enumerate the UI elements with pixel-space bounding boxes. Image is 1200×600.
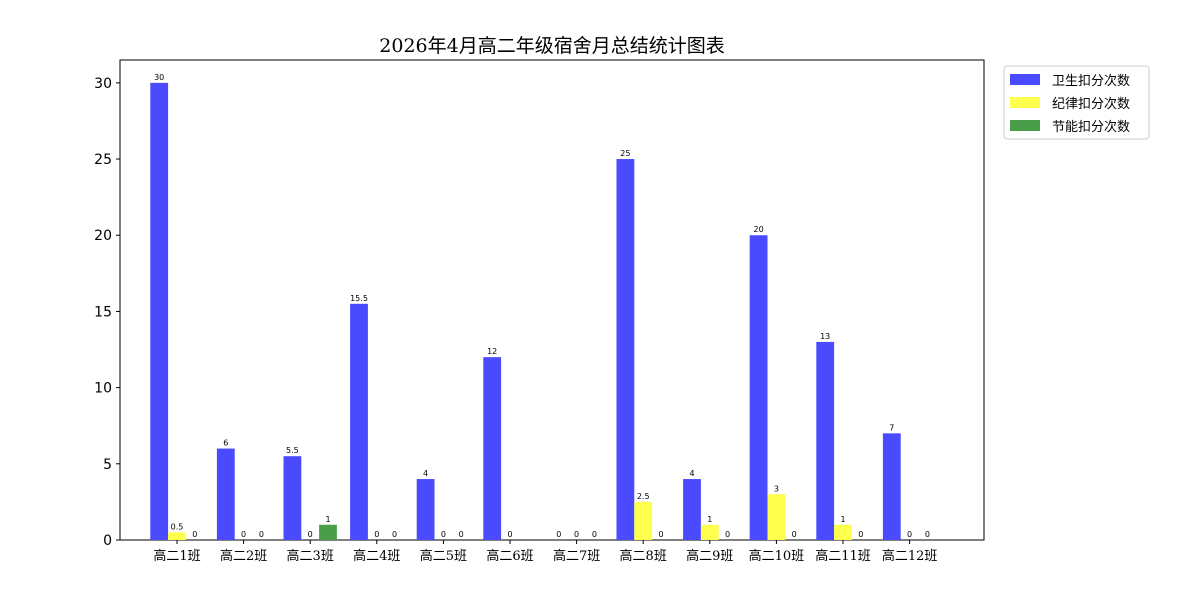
x-tick-label: 高二9班 [686,548,733,564]
bar-value-label: 5.5 [286,446,299,455]
bar-value-label: 0 [907,530,912,539]
y-tick-label: 5 [103,457,112,473]
bar-value-label: 7 [889,423,894,432]
y-tick-label: 30 [94,76,112,92]
x-tick-label: 高二12班 [882,548,938,564]
y-tick-label: 25 [94,152,112,168]
bar-value-label: 0 [858,530,863,539]
plot-frame [119,59,985,541]
bar-value-label: 4 [689,469,694,478]
bar [350,303,368,540]
x-tick-label: 高二10班 [749,548,805,564]
y-tick-label: 0 [103,533,112,549]
legend-swatch [1010,74,1040,85]
x-tick-label: 高二2班 [220,548,267,564]
bar-value-label: 12 [487,347,497,356]
bar [150,82,169,540]
bar-value-label: 0 [192,530,197,539]
bar-value-label: 6 [223,439,228,448]
bar [700,524,719,540]
legend-label: 节能扣分次数 [1052,119,1130,135]
y-tick-label: 20 [94,228,112,244]
x-tick-label: 高二1班 [153,548,200,564]
bar-value-label: 0 [574,530,579,539]
bar [168,532,186,540]
bar [483,357,502,540]
y-tick-label: 10 [94,381,112,397]
bar-value-label: 1 [840,515,845,524]
y-tick-label: 15 [94,304,112,320]
legend-box [1003,65,1150,140]
bar-value-label: 0.5 [171,522,184,531]
bar [283,456,302,540]
bar [416,479,435,540]
bar-value-label: 0 [592,530,597,539]
bar-value-label: 0 [392,530,397,539]
bar [683,479,701,540]
x-tick-label: 高二8班 [620,548,667,564]
x-tick-label: 高二6班 [486,548,533,564]
bar-value-label: 25 [620,149,630,158]
legend-label: 纪律扣分次数 [1052,96,1130,112]
bar-value-label: 13 [820,332,830,341]
x-tick-label: 高二11班 [815,548,871,564]
bar [319,524,337,540]
legend-swatch [1010,97,1040,108]
x-tick-label: 高二5班 [420,548,467,564]
legend-label: 卫生扣分次数 [1052,73,1130,89]
bar-value-label: 0 [259,530,264,539]
bar-value-label: 0 [658,530,663,539]
bar-value-label: 3 [774,484,779,493]
bar-value-label: 0 [507,530,512,539]
bar-value-label: 1 [325,515,330,524]
bar [634,501,653,540]
bar [834,524,852,540]
x-tick-label: 高二3班 [287,548,334,564]
bar-value-label: 0 [925,530,930,539]
bar [767,494,786,540]
bar [882,433,901,540]
x-tick-label: 高二4班 [353,548,400,564]
bar-value-label: 2.5 [637,492,650,501]
bar-value-label: 0 [725,530,730,539]
bar-value-label: 0 [241,530,246,539]
bar-value-label: 0 [459,530,464,539]
bar-value-label: 15.5 [350,294,368,303]
bar [216,448,235,540]
bar [616,159,635,541]
bar-value-label: 0 [792,530,797,539]
bar-value-label: 20 [754,225,764,234]
bar-value-label: 0 [556,530,561,539]
legend-swatch [1010,120,1040,131]
x-tick-label: 高二7班 [553,548,600,564]
bar-value-label: 0 [308,530,313,539]
bar [749,235,768,540]
bar [816,341,835,540]
bar-value-label: 1 [707,515,712,524]
chart-title: 2026年4月高二年级宿舍月总结统计图表 [379,35,724,57]
bar-value-label: 0 [441,530,446,539]
bar-value-label: 4 [423,469,428,478]
bar-value-label: 30 [154,73,164,82]
bar-value-label: 0 [374,530,379,539]
